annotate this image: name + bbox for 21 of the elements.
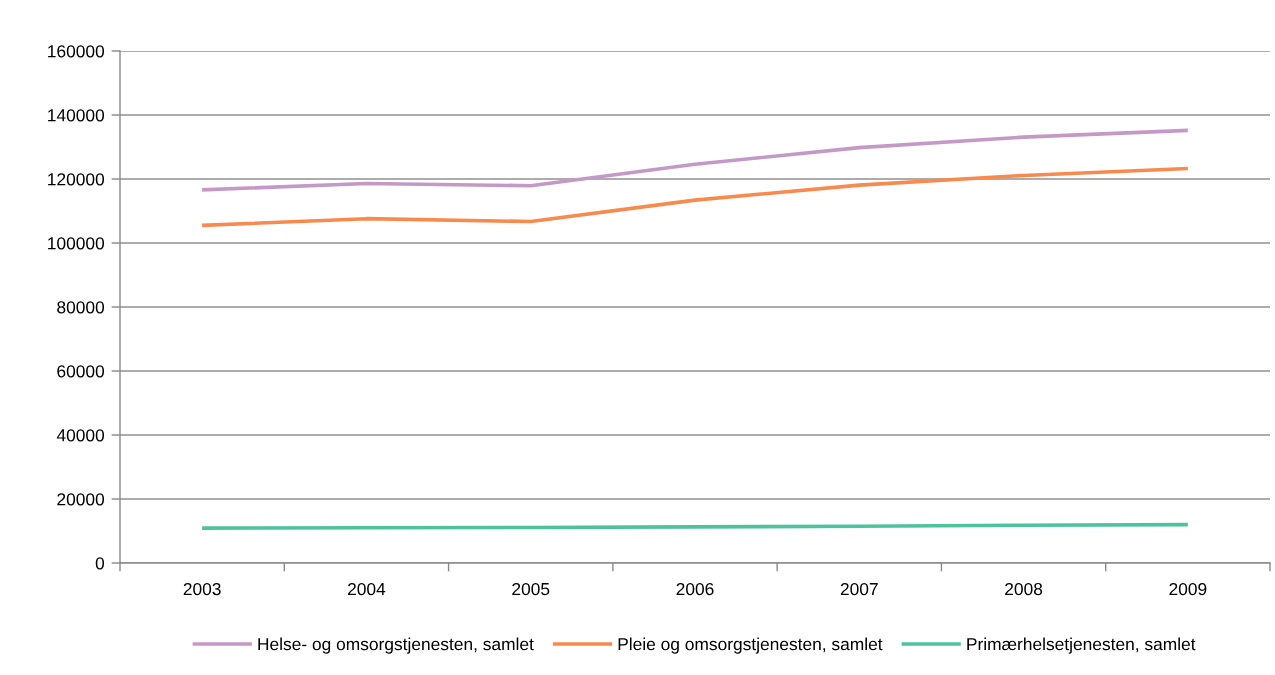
x-tick-label: 2007 bbox=[840, 582, 878, 596]
x-tick-label: 2008 bbox=[1005, 582, 1043, 596]
y-tick-label: 80000 bbox=[57, 301, 105, 314]
y-tick-label: 160000 bbox=[48, 45, 105, 58]
legend-label: Pleie og omsorgstjenesten, samlet bbox=[618, 637, 883, 654]
y-tick-label: 60000 bbox=[57, 365, 105, 378]
x-tick-label: 2006 bbox=[676, 582, 714, 596]
legend-label: Primærhelsetjenesten, samlet bbox=[967, 637, 1196, 654]
y-tick-label: 0 bbox=[95, 557, 105, 570]
legend-label: Helse- og omsorgstjenesten, samlet bbox=[258, 637, 534, 654]
line-series bbox=[200, 166, 1190, 228]
x-tick-label: 2005 bbox=[512, 582, 550, 596]
y-tick-label: 20000 bbox=[57, 493, 105, 506]
y-tick-label: 40000 bbox=[56, 429, 105, 442]
line-series bbox=[200, 128, 1190, 192]
y-tick-label: 140000 bbox=[48, 109, 105, 122]
x-tick-label: 2004 bbox=[347, 582, 386, 596]
y-tick-label: 100000 bbox=[48, 237, 105, 250]
y-tick-label: 120000 bbox=[48, 173, 105, 186]
x-tick-label: 2003 bbox=[183, 582, 221, 596]
x-tick-label: 2009 bbox=[1169, 582, 1207, 596]
